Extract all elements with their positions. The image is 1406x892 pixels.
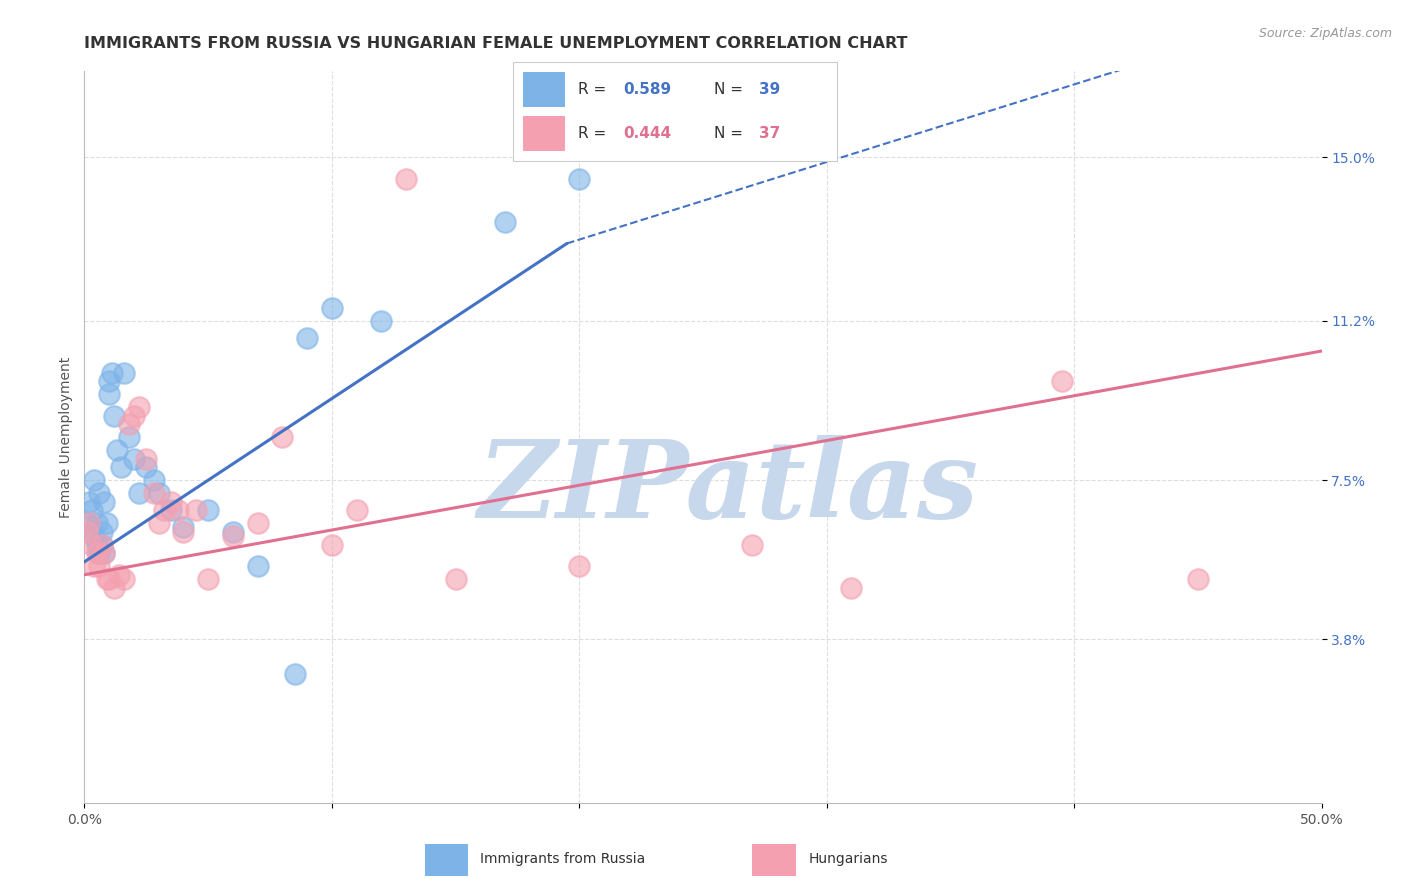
Point [160,503,183,517]
Point [370,314,392,328]
Point [841,581,863,595]
Point [93,494,115,508]
Point [90,538,112,552]
Point [86,546,108,560]
Text: ZIPatlas: ZIPatlas [477,435,979,541]
Point [494,215,516,229]
Point [152,503,174,517]
Point [1050,374,1073,388]
Text: R =: R = [578,82,612,97]
Point [86,516,108,530]
Point [98,572,121,586]
Point [108,567,131,582]
Point [118,430,141,444]
Point [89,559,111,574]
Point [321,538,343,552]
Point [122,409,145,423]
Point [395,172,418,186]
Point [568,559,591,574]
Point [112,572,135,586]
Point [90,524,112,539]
Text: Source: ZipAtlas.com: Source: ZipAtlas.com [1258,27,1392,40]
Point [184,503,207,517]
Point [346,503,368,517]
Point [100,366,122,380]
Text: N =: N = [714,126,748,141]
Point [76,524,98,539]
Point [110,460,132,475]
Point [135,451,157,466]
Text: 0.444: 0.444 [623,126,671,141]
Point [148,486,170,500]
Text: R =: R = [578,126,612,141]
Point [172,524,194,539]
Point [80,538,103,552]
Point [90,538,112,552]
Point [197,503,219,517]
Point [118,417,141,432]
Text: Immigrants from Russia: Immigrants from Russia [481,852,645,865]
Point [741,538,763,552]
Text: 37: 37 [759,126,780,141]
FancyBboxPatch shape [425,844,468,876]
Point [79,494,101,508]
Point [76,516,98,530]
Point [98,387,121,401]
Point [135,460,157,475]
Y-axis label: Female Unemployment: Female Unemployment [59,357,73,517]
Point [271,430,294,444]
Point [246,516,269,530]
Point [83,473,105,487]
Point [112,366,135,380]
Point [96,516,118,530]
Text: 39: 39 [759,82,780,97]
Point [128,400,150,414]
Point [83,559,105,574]
FancyBboxPatch shape [752,844,796,876]
Point [128,486,150,500]
Point [295,331,318,345]
Point [80,503,103,517]
Point [89,486,111,500]
Point [98,374,121,388]
Text: Hungarians: Hungarians [808,852,887,865]
Point [80,524,103,539]
Point [105,442,128,457]
Point [142,473,165,487]
Point [103,581,125,595]
Point [167,503,190,517]
Point [93,546,115,560]
Point [172,520,194,534]
Point [122,451,145,466]
Point [86,538,108,552]
Point [142,486,165,500]
Point [197,572,219,586]
Point [103,409,125,423]
Point [160,494,183,508]
Point [222,529,245,543]
Point [89,546,111,560]
Text: N =: N = [714,82,748,97]
Point [96,572,118,586]
Point [222,524,245,539]
Point [246,559,269,574]
Point [321,301,343,315]
Point [568,172,591,186]
Point [93,546,115,560]
Point [83,529,105,543]
Text: 0.589: 0.589 [623,82,671,97]
Point [1187,572,1209,586]
FancyBboxPatch shape [523,72,565,107]
Point [444,572,467,586]
FancyBboxPatch shape [523,117,565,151]
Point [79,516,101,530]
Point [284,666,307,681]
Point [148,516,170,530]
Text: IMMIGRANTS FROM RUSSIA VS HUNGARIAN FEMALE UNEMPLOYMENT CORRELATION CHART: IMMIGRANTS FROM RUSSIA VS HUNGARIAN FEMA… [84,36,908,51]
